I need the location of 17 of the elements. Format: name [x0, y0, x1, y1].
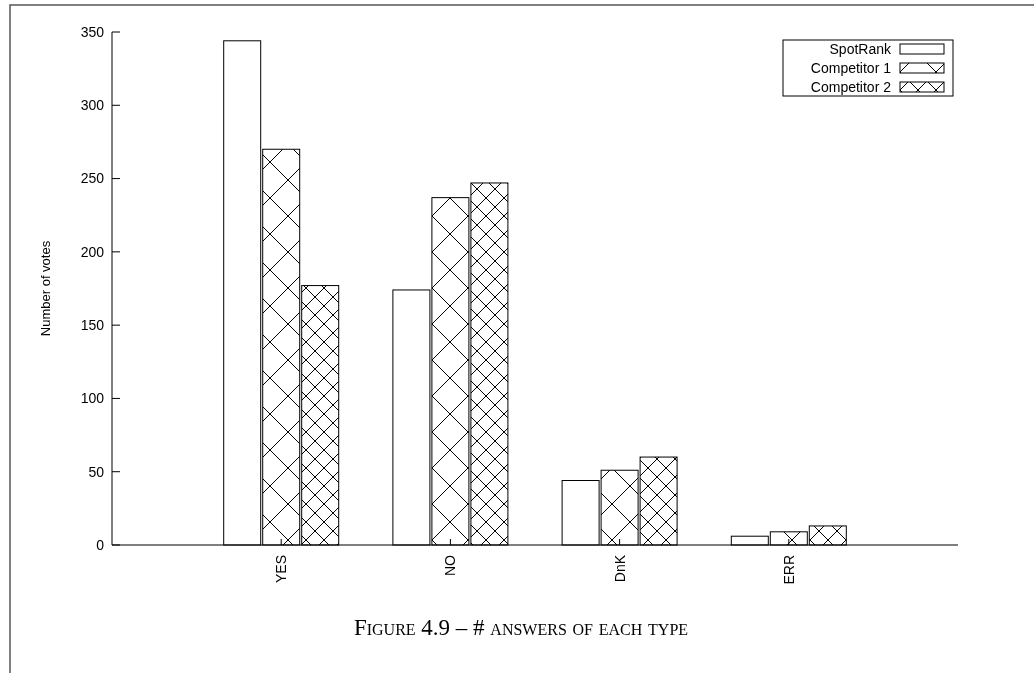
x-tick-label: NO: [442, 554, 459, 576]
x-tick-label: YES: [273, 555, 290, 584]
y-tick-label: 100: [80, 390, 105, 407]
y-tick-label: 350: [80, 23, 105, 40]
legend-label: Competitor 1: [810, 59, 892, 76]
y-tick-label: 200: [80, 243, 105, 260]
legend-label: Competitor 2: [810, 78, 892, 95]
legend-label: SpotRank: [829, 40, 892, 57]
y-axis-title: Number of votes: [38, 240, 53, 337]
y-tick-label: 0: [96, 536, 105, 553]
y-tick-label: 300: [80, 97, 105, 114]
y-tick-label: 250: [80, 170, 105, 187]
y-tick-label: 50: [88, 463, 105, 480]
x-tick-label: ERR: [780, 555, 797, 585]
text: Figure 4.9 – # answers of each type: [353, 615, 689, 640]
x-tick-label: DnK: [611, 554, 628, 583]
y-tick-label: 150: [80, 317, 105, 334]
